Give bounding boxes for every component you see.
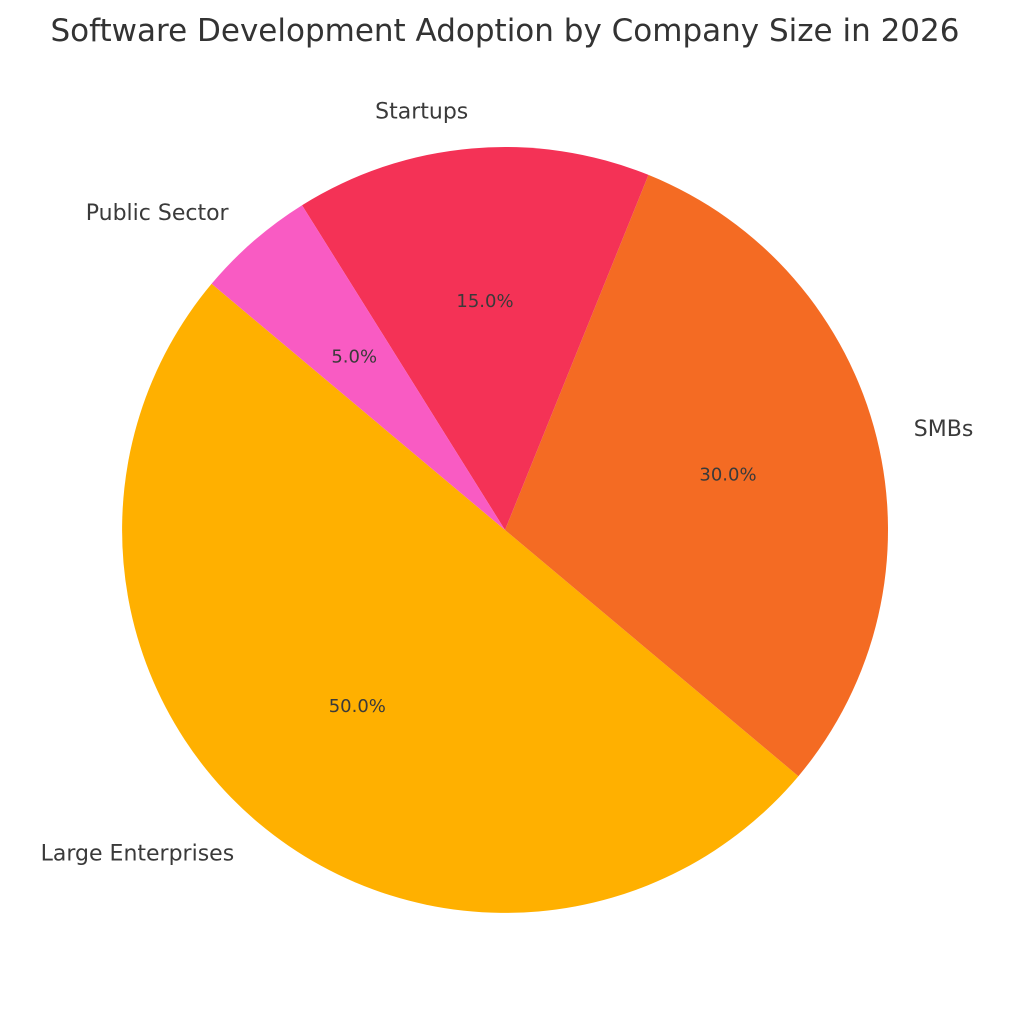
pie-slice-startups [302, 146, 649, 530]
pie-slice-public-sector [211, 205, 505, 531]
slice-percent-label: 50.0% [329, 696, 386, 717]
slice-percent-label: 15.0% [456, 291, 513, 312]
slice-percent-label: 5.0% [331, 347, 377, 368]
slice-label: Large Enterprises [41, 842, 235, 867]
slice-label: SMBs [914, 417, 974, 442]
slice-label: Startups [375, 99, 468, 124]
pie-slice-large-enterprises [122, 283, 799, 913]
pie-slice-smbs [505, 174, 889, 777]
chart-title: Software Development Adoption by Company… [51, 13, 960, 49]
slice-label: Public Sector [86, 201, 230, 226]
slice-percent-label: 30.0% [699, 464, 756, 485]
